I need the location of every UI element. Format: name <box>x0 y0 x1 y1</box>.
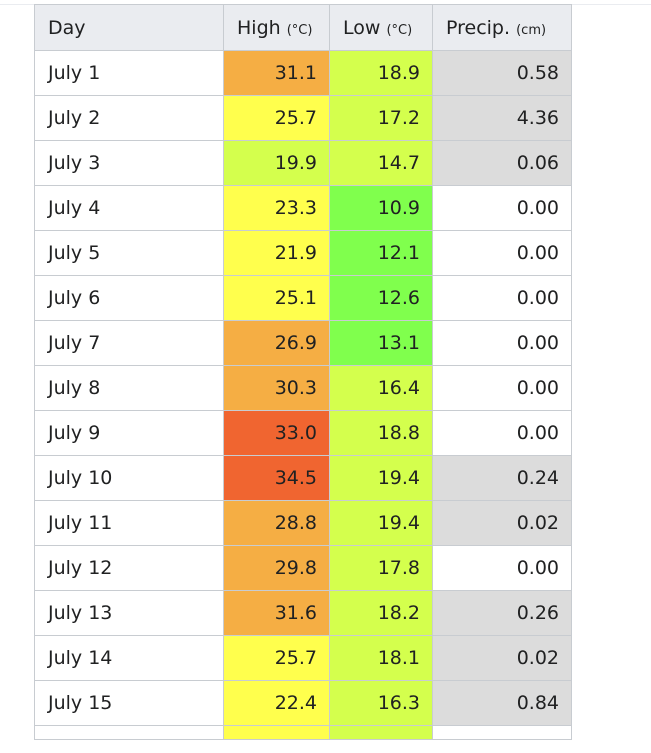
low-temp-cell: 17.2 <box>329 95 433 141</box>
header-low[interactable]: Low (°C) <box>329 4 433 51</box>
precip-cell: 0.24 <box>432 455 572 501</box>
day-link[interactable]: July 3 <box>34 140 224 186</box>
table-row: July 15 22.4 16.3 0.84 <box>34 680 572 726</box>
precip-cell: 0.58 <box>432 50 572 96</box>
table-row: July 12 29.8 17.8 0.00 <box>34 545 572 591</box>
day-link[interactable]: July 1 <box>34 50 224 96</box>
table-row: July 8 30.3 16.4 0.00 <box>34 365 572 411</box>
table-row: July 2 25.7 17.2 4.36 <box>34 95 572 141</box>
table-row: July 11 28.8 19.4 0.02 <box>34 500 572 546</box>
day-link[interactable]: July 12 <box>34 545 224 591</box>
high-temp-cell: 33.0 <box>223 410 330 456</box>
day-link[interactable]: July 13 <box>34 590 224 636</box>
high-temp-cell: 23.3 <box>223 185 330 231</box>
header-day[interactable]: Day <box>34 4 224 51</box>
day-link[interactable]: July 10 <box>34 455 224 501</box>
high-temp-cell: 31.1 <box>223 50 330 96</box>
high-temp-cell <box>223 725 330 740</box>
high-temp-cell: 21.9 <box>223 230 330 276</box>
header-precip-unit: (cm) <box>516 22 547 38</box>
high-temp-cell: 25.7 <box>223 635 330 681</box>
low-temp-cell: 12.1 <box>329 230 433 276</box>
weather-table: Day High (°C) Low (°C) Precip. (cm) July… <box>34 4 572 740</box>
header-high-label: High <box>237 16 281 39</box>
table-row: July 1 31.1 18.9 0.58 <box>34 50 572 96</box>
header-low-unit: (°C) <box>386 22 413 38</box>
precip-cell: 0.00 <box>432 410 572 456</box>
table-row: July 5 21.9 12.1 0.00 <box>34 230 572 276</box>
table-row: July 14 25.7 18.1 0.02 <box>34 635 572 681</box>
precip-cell: 0.84 <box>432 680 572 726</box>
low-temp-cell: 19.4 <box>329 455 433 501</box>
low-temp-cell: 17.8 <box>329 545 433 591</box>
table-row: July 9 33.0 18.8 0.00 <box>34 410 572 456</box>
day-link[interactable]: July 8 <box>34 365 224 411</box>
table-row: July 6 25.1 12.6 0.00 <box>34 275 572 321</box>
day-link[interactable]: July 15 <box>34 680 224 726</box>
precip-cell <box>432 725 572 740</box>
low-temp-cell: 18.1 <box>329 635 433 681</box>
precip-cell: 4.36 <box>432 95 572 141</box>
day-link[interactable]: July 2 <box>34 95 224 141</box>
table-row: July 10 34.5 19.4 0.24 <box>34 455 572 501</box>
precip-cell: 0.00 <box>432 275 572 321</box>
low-temp-cell: 19.4 <box>329 500 433 546</box>
header-high[interactable]: High (°C) <box>223 4 330 51</box>
day-link[interactable]: July 11 <box>34 500 224 546</box>
high-temp-cell: 26.9 <box>223 320 330 366</box>
high-temp-cell: 22.4 <box>223 680 330 726</box>
header-precip[interactable]: Precip. (cm) <box>432 4 572 51</box>
day-link[interactable]: July 7 <box>34 320 224 366</box>
table-container: Day High (°C) Low (°C) Precip. (cm) July… <box>34 4 572 740</box>
precip-cell: 0.00 <box>432 230 572 276</box>
day-link[interactable]: July 9 <box>34 410 224 456</box>
precip-cell: 0.00 <box>432 365 572 411</box>
low-temp-cell: 18.8 <box>329 410 433 456</box>
high-temp-cell: 29.8 <box>223 545 330 591</box>
high-temp-cell: 28.8 <box>223 500 330 546</box>
header-high-unit: (°C) <box>286 22 313 38</box>
header-precip-label: Precip. <box>446 16 511 39</box>
precip-cell: 0.02 <box>432 635 572 681</box>
header-day-label: Day <box>48 16 86 39</box>
precip-cell: 0.00 <box>432 320 572 366</box>
precip-cell: 0.26 <box>432 590 572 636</box>
low-temp-cell: 10.9 <box>329 185 433 231</box>
high-temp-cell: 30.3 <box>223 365 330 411</box>
precip-cell: 0.06 <box>432 140 572 186</box>
header-low-label: Low <box>343 16 381 39</box>
low-temp-cell <box>329 725 433 740</box>
day-link[interactable]: July 14 <box>34 635 224 681</box>
low-temp-cell: 16.4 <box>329 365 433 411</box>
day-link[interactable] <box>34 725 224 740</box>
high-temp-cell: 34.5 <box>223 455 330 501</box>
high-temp-cell: 31.6 <box>223 590 330 636</box>
low-temp-cell: 12.6 <box>329 275 433 321</box>
day-link[interactable]: July 4 <box>34 185 224 231</box>
table-row: July 7 26.9 13.1 0.00 <box>34 320 572 366</box>
low-temp-cell: 13.1 <box>329 320 433 366</box>
precip-cell: 0.00 <box>432 185 572 231</box>
high-temp-cell: 19.9 <box>223 140 330 186</box>
header-row: Day High (°C) Low (°C) Precip. (cm) <box>34 4 572 51</box>
high-temp-cell: 25.1 <box>223 275 330 321</box>
table-row-partial <box>34 725 572 740</box>
low-temp-cell: 14.7 <box>329 140 433 186</box>
low-temp-cell: 18.2 <box>329 590 433 636</box>
low-temp-cell: 18.9 <box>329 50 433 96</box>
day-link[interactable]: July 6 <box>34 275 224 321</box>
low-temp-cell: 16.3 <box>329 680 433 726</box>
precip-cell: 0.02 <box>432 500 572 546</box>
precip-cell: 0.00 <box>432 545 572 591</box>
table-row: July 13 31.6 18.2 0.26 <box>34 590 572 636</box>
table-row: July 4 23.3 10.9 0.00 <box>34 185 572 231</box>
day-link[interactable]: July 5 <box>34 230 224 276</box>
high-temp-cell: 25.7 <box>223 95 330 141</box>
table-row: July 3 19.9 14.7 0.06 <box>34 140 572 186</box>
